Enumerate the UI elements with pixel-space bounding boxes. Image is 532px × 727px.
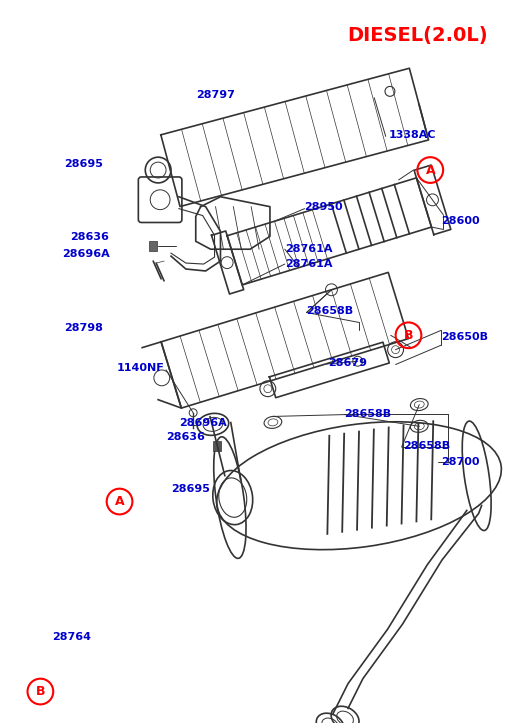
Text: 1338AC: 1338AC xyxy=(389,130,436,140)
Text: 28696A: 28696A xyxy=(179,418,227,428)
Text: 28650B: 28650B xyxy=(441,332,488,342)
Text: 28600: 28600 xyxy=(441,217,480,227)
Text: 28764: 28764 xyxy=(52,632,92,642)
Text: 28658B: 28658B xyxy=(344,409,392,419)
Bar xyxy=(149,241,157,252)
Text: A: A xyxy=(426,164,435,177)
Text: 28950: 28950 xyxy=(305,201,343,212)
Text: 28700: 28700 xyxy=(441,457,480,467)
Text: 28695: 28695 xyxy=(171,483,210,494)
Text: 28798: 28798 xyxy=(64,324,103,334)
Text: 1140NF: 1140NF xyxy=(117,363,164,373)
Text: 28696A: 28696A xyxy=(62,249,110,259)
Text: 28658B: 28658B xyxy=(306,305,354,316)
Text: B: B xyxy=(36,685,45,698)
Text: DIESEL(2.0L): DIESEL(2.0L) xyxy=(347,25,488,44)
Text: A: A xyxy=(115,495,124,508)
Text: 28797: 28797 xyxy=(196,90,235,100)
Text: 28636: 28636 xyxy=(166,433,205,442)
Bar xyxy=(213,441,221,451)
Text: B: B xyxy=(404,329,413,342)
Text: 28636: 28636 xyxy=(70,233,109,242)
Text: 28761A: 28761A xyxy=(285,244,332,254)
Text: 28761A: 28761A xyxy=(285,259,332,269)
Text: 28658B: 28658B xyxy=(404,441,451,451)
Text: 28679: 28679 xyxy=(328,358,367,368)
Text: 28695: 28695 xyxy=(64,159,103,169)
